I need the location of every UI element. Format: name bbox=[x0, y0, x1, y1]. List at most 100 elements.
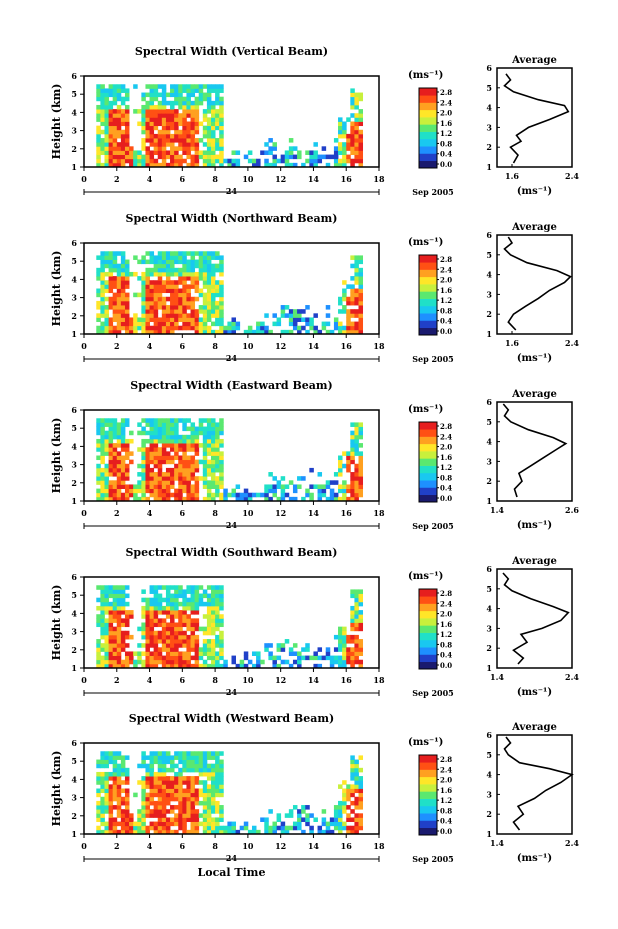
heatmap-cell bbox=[346, 133, 351, 139]
heatmap-cell bbox=[100, 329, 105, 335]
heatmap-cell bbox=[133, 829, 138, 835]
heatmap-cell bbox=[346, 321, 351, 327]
heatmap-cell bbox=[174, 467, 179, 473]
heatmap-cell bbox=[182, 305, 187, 310]
heatmap-cell bbox=[116, 589, 122, 594]
heatmap-cell bbox=[354, 480, 359, 485]
colorbar-unit: (ms⁻¹) bbox=[408, 70, 443, 81]
heatmap-cell bbox=[358, 280, 364, 285]
heatmap-cell bbox=[190, 309, 196, 314]
heatmap-cell bbox=[182, 138, 187, 143]
heatmap-cell bbox=[120, 109, 126, 114]
heatmap-cell bbox=[186, 488, 191, 494]
heatmap-cell bbox=[157, 162, 163, 168]
heatmap-cell bbox=[354, 639, 359, 644]
heatmap-cell bbox=[100, 422, 105, 427]
heatmap-cell bbox=[153, 597, 159, 603]
heatmap-cells bbox=[96, 84, 364, 168]
heatmap-cell bbox=[149, 639, 155, 644]
colorbar-tick-label: 0.0 bbox=[440, 827, 452, 836]
heatmap-cell bbox=[170, 647, 175, 652]
heatmap-cell bbox=[211, 771, 216, 777]
heatmap-cell bbox=[251, 158, 257, 164]
heatmap-cell bbox=[108, 280, 114, 285]
heatmap-cell bbox=[215, 451, 220, 456]
heatmap-cell bbox=[96, 472, 101, 477]
heatmap-cell bbox=[198, 292, 204, 298]
heatmap-cell bbox=[342, 809, 347, 814]
heatmap-cell bbox=[170, 447, 175, 452]
heatmap-cell bbox=[157, 288, 163, 294]
heatmap-cell bbox=[100, 492, 105, 498]
heatmap-cell bbox=[268, 484, 273, 489]
heatmap-cell bbox=[116, 484, 122, 489]
heatmap-cell bbox=[305, 329, 310, 335]
heatmap-cell bbox=[174, 601, 179, 607]
heatmap-cell bbox=[116, 117, 122, 122]
heatmap-cell bbox=[153, 96, 159, 102]
heatmap-cell bbox=[149, 663, 155, 669]
heatmap-cell bbox=[206, 100, 212, 106]
colorbar-segment bbox=[419, 313, 437, 321]
heatmap-cell bbox=[108, 829, 114, 835]
heatmap-cell bbox=[157, 655, 163, 661]
heatmap-cell bbox=[149, 776, 155, 781]
heatmap-cell bbox=[178, 133, 183, 139]
x-tick-label: 18 bbox=[373, 508, 385, 518]
heatmap-cell bbox=[108, 113, 114, 118]
heatmap-cell bbox=[157, 817, 163, 822]
colorbar-segment bbox=[419, 618, 437, 626]
heatmap-cell bbox=[202, 809, 208, 814]
heatmap-cell bbox=[120, 434, 126, 440]
heatmap-cell bbox=[288, 313, 294, 318]
heatmap-cell bbox=[116, 634, 122, 640]
plot-frame bbox=[83, 242, 380, 335]
heatmap-cell bbox=[194, 125, 200, 131]
heatmap-cell bbox=[124, 593, 130, 599]
heatmap-cell bbox=[202, 150, 208, 155]
x-tick-label: 10 bbox=[242, 675, 254, 685]
heatmap-cell bbox=[165, 438, 171, 444]
heatmap-cell bbox=[149, 763, 155, 769]
heatmap-cell bbox=[100, 751, 105, 756]
heatmap-cell bbox=[211, 655, 216, 661]
heatmap-cell bbox=[354, 614, 359, 619]
heatmap-cell bbox=[182, 610, 187, 615]
heatmap-cell bbox=[174, 639, 179, 644]
heatmap-cell bbox=[108, 321, 114, 327]
heatmap-cell bbox=[215, 263, 220, 269]
heatmap-cell bbox=[141, 659, 146, 665]
heatmap-cell bbox=[116, 821, 122, 827]
heatmap-cell bbox=[120, 438, 126, 444]
heatmap-cell bbox=[116, 496, 122, 502]
heatmap-cell bbox=[215, 313, 220, 318]
heatmap-cell bbox=[96, 317, 101, 322]
heatmap-cell bbox=[174, 821, 179, 827]
heatmap-cell bbox=[194, 284, 200, 289]
heatmap-cell bbox=[112, 805, 118, 810]
heatmap-cell bbox=[198, 443, 204, 448]
heatmap-cell bbox=[190, 821, 196, 827]
colorbar-segment bbox=[419, 146, 437, 154]
heatmap-cell bbox=[186, 121, 191, 127]
heatmap-cell bbox=[346, 329, 351, 335]
heatmap-cell bbox=[358, 109, 364, 114]
heatmap-cell bbox=[157, 829, 163, 835]
heatmap-cell bbox=[186, 162, 191, 168]
heatmap-cell bbox=[219, 651, 224, 656]
heatmap-cell bbox=[129, 821, 134, 827]
heatmap-cell bbox=[178, 309, 183, 314]
average-y-tick-label: 1 bbox=[486, 496, 492, 506]
heatmap-cell bbox=[145, 813, 150, 818]
heatmap-cell bbox=[219, 104, 224, 110]
heatmap-cell bbox=[305, 813, 310, 818]
average-x-tick-label: 2.6 bbox=[565, 505, 579, 515]
heatmap-cell bbox=[170, 659, 175, 665]
heatmap-cell bbox=[149, 162, 155, 168]
heatmap-cell bbox=[206, 463, 212, 469]
heatmap-cell bbox=[149, 585, 155, 590]
heatmap-cell bbox=[178, 255, 183, 260]
heatmap-cell bbox=[346, 817, 351, 822]
heatmap-cell bbox=[100, 305, 105, 310]
heatmap-cell bbox=[342, 825, 347, 831]
